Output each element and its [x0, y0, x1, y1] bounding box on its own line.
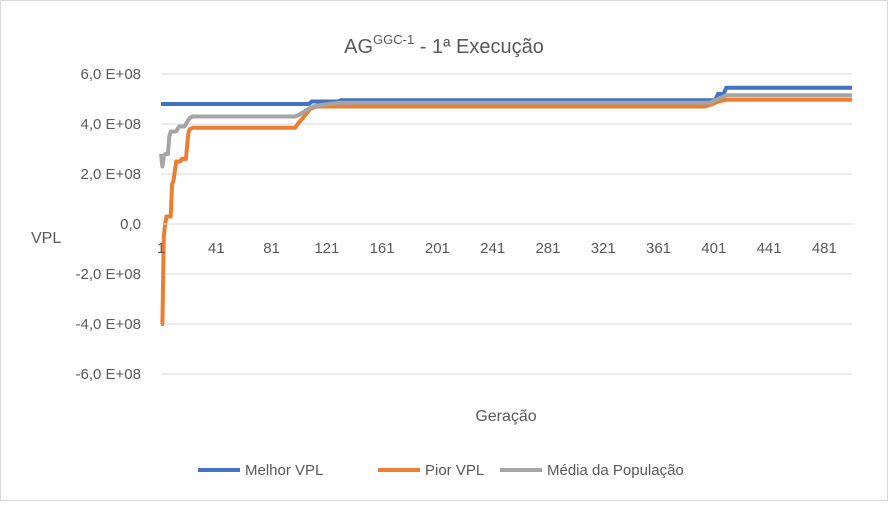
series-lines: [159, 85, 852, 326]
gridlines: [161, 73, 852, 375]
y-axis-label: VPL: [31, 230, 61, 247]
y-tick-label: -6,0 E+08: [76, 366, 141, 383]
x-tick-label: 241: [480, 240, 505, 257]
x-tick-label: 361: [646, 240, 671, 257]
series-line-3: [159, 93, 852, 169]
x-tick-label: 481: [812, 240, 837, 257]
legend-label: Pior VPL: [425, 462, 484, 479]
y-tick-label: -4,0 E+08: [76, 316, 141, 333]
chart-title: AGGGC-1 - 1ª Execução: [344, 32, 544, 58]
y-axis-ticks: 6,0 E+08 4,0 E+08 2,0 E+08 0,0 -2,0 E+08 -4,0…: [76, 66, 141, 383]
x-tick-label: 441: [757, 240, 782, 257]
x-tick-label: 121: [314, 240, 339, 257]
legend-label: Média da População: [547, 462, 684, 479]
x-tick-label: 281: [535, 240, 560, 257]
x-tick-label: 401: [701, 240, 726, 257]
x-tick-label: 81: [263, 240, 280, 257]
x-tick-label: 201: [425, 240, 450, 257]
x-axis-ticks: 1 41 81 121 161 201 241 281 321 361 401 441 481: [157, 240, 837, 257]
y-tick-label: 6,0 E+08: [81, 66, 141, 83]
x-axis-label: Geração: [475, 408, 536, 425]
x-tick-label: 41: [208, 240, 225, 257]
y-tick-label: 4,0 E+08: [81, 116, 141, 133]
x-tick-label: 321: [591, 240, 616, 257]
legend: Melhor VPL Pior VPL Média da População: [198, 462, 684, 479]
legend-label: Melhor VPL: [245, 462, 323, 479]
series-line-1: [161, 85, 852, 106]
x-tick-label: 161: [370, 240, 395, 257]
series-line-2: [160, 97, 852, 326]
y-tick-label: -2,0 E+08: [76, 266, 141, 283]
y-tick-label: 0,0: [120, 216, 141, 233]
y-tick-label: 2,0 E+08: [81, 166, 141, 183]
x-tick-label: 1: [157, 240, 165, 257]
